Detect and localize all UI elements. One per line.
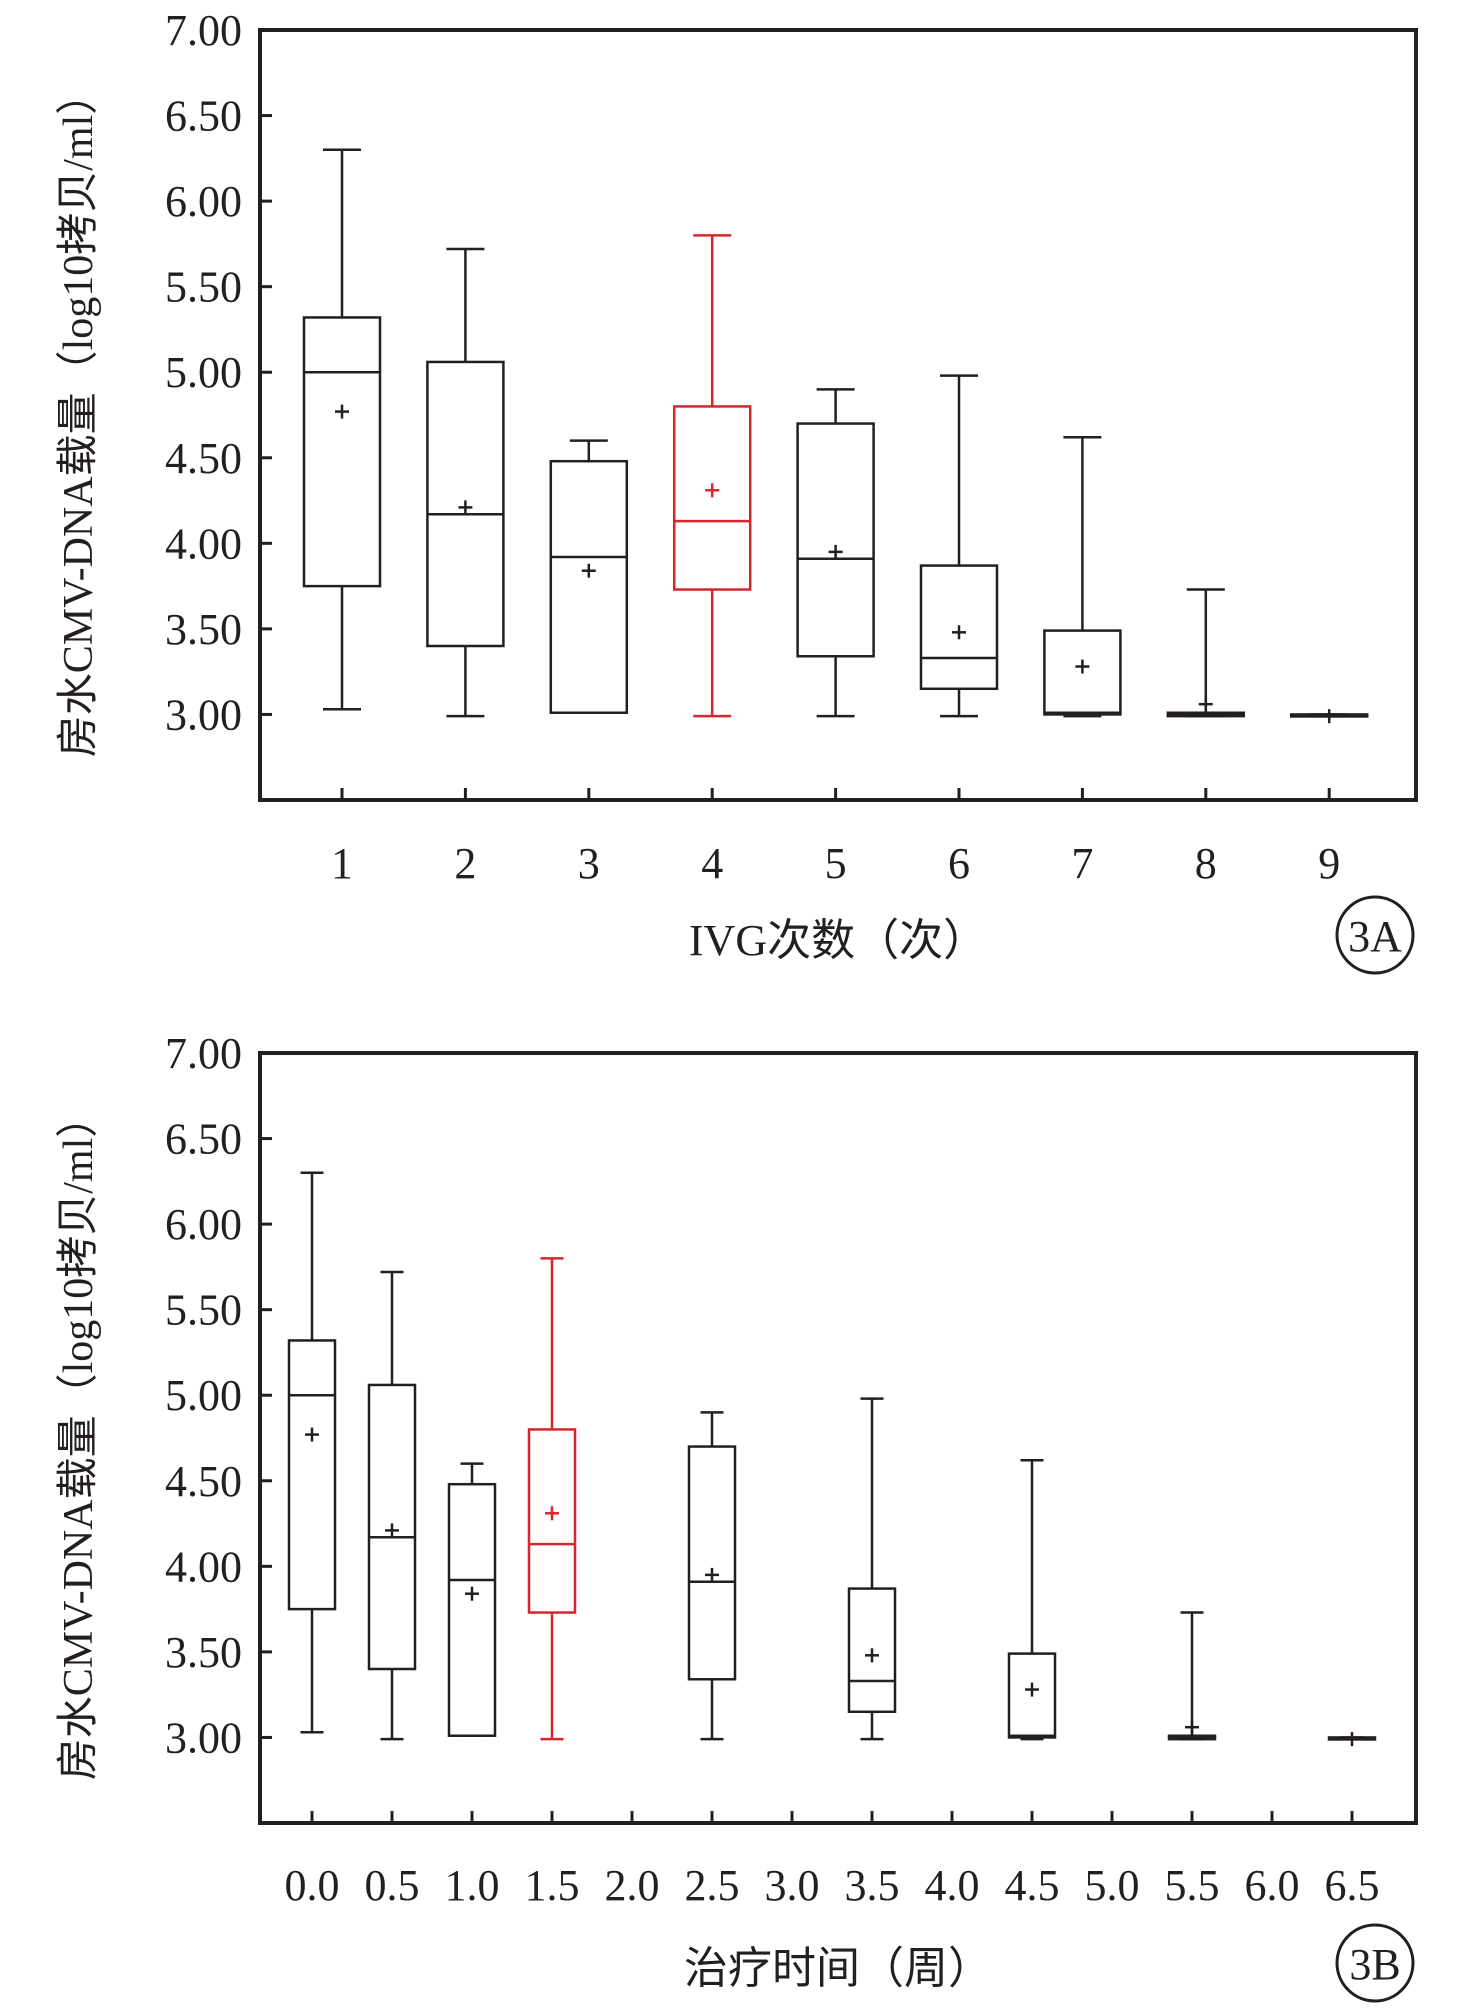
box-5 [796, 388, 875, 718]
y-tick-label: 4.50 [165, 1457, 242, 1506]
x-tick-label: 3.5 [845, 1861, 900, 1910]
box-0 [287, 1171, 337, 1734]
x-tick-label: 1 [331, 839, 353, 888]
box-8 [1166, 588, 1246, 718]
y-tick-label: 3.50 [165, 605, 242, 654]
box-3-5 [847, 1397, 897, 1741]
x-tick-label: 2.0 [605, 1861, 660, 1910]
y-tick-label: 6.00 [165, 1200, 242, 1249]
box-1-5 [527, 1257, 577, 1741]
box-0-5 [367, 1270, 417, 1741]
box-6 [919, 374, 999, 718]
box-body [287, 1339, 337, 1611]
x-tick-label: 4.0 [925, 1861, 980, 1910]
x-tick-label: 2 [454, 839, 476, 888]
y-tick-label: 5.50 [165, 263, 242, 312]
x-tick-label: 9 [1318, 839, 1340, 888]
x-tick-label: 5 [825, 839, 847, 888]
box-body [919, 564, 999, 691]
x-axis-title: 治疗时间（周） [684, 1944, 992, 1993]
box-1 [302, 148, 382, 711]
y-tick-label: 6.00 [165, 177, 242, 226]
y-axis-title: 房水CMV-DNA载量（log10拷贝/ml） [56, 73, 102, 758]
box-4 [672, 234, 752, 718]
box-9 [1289, 709, 1369, 724]
x-tick-label: 4.5 [1005, 1861, 1060, 1910]
box-body [367, 1383, 417, 1671]
box-2 [426, 247, 505, 718]
panel-badge-circle [1335, 1923, 1415, 2003]
x-axis-title: IVG次数（次） [689, 916, 987, 965]
y-axis-title: 房水CMV-DNA载量（log10拷贝/ml） [56, 1096, 102, 1781]
y-tick-label: 5.00 [165, 348, 242, 397]
box-5-5 [1167, 1611, 1217, 1741]
box-4-5 [1007, 1458, 1057, 1741]
box-body [549, 459, 629, 714]
x-tick-label: 6.0 [1245, 1861, 1300, 1910]
y-tick-label: 6.50 [165, 1115, 242, 1164]
x-tick-label: 1.0 [445, 1861, 500, 1910]
x-tick-label: 7 [1071, 839, 1093, 888]
panel-label: 3A [1348, 912, 1402, 961]
x-tick-label: 0.0 [285, 1861, 340, 1910]
x-tick-label: 3.0 [765, 1861, 820, 1910]
y-tick-label: 4.00 [165, 1542, 242, 1591]
x-tick-label: 6.5 [1325, 1861, 1380, 1910]
box-body [426, 360, 505, 648]
box-6-5 [1327, 1732, 1377, 1747]
x-tick-label: 0.5 [365, 1861, 420, 1910]
x-tick-label: 1.5 [525, 1861, 580, 1910]
x-tick-label: 4 [701, 839, 723, 888]
y-tick-label: 6.50 [165, 92, 242, 141]
box-body [687, 1445, 737, 1681]
box-body [796, 422, 875, 658]
box-body [527, 1428, 577, 1614]
plot-frame [258, 28, 1418, 802]
box-3 [549, 439, 629, 714]
y-tick-label: 3.00 [165, 690, 242, 739]
x-tick-label: 6 [948, 839, 970, 888]
box-body [302, 316, 382, 588]
y-tick-label: 3.00 [165, 1713, 242, 1762]
box-body [847, 1587, 897, 1714]
plot-frame [258, 1051, 1418, 1825]
box-body [672, 405, 752, 591]
box-1 [447, 1462, 497, 1737]
chart-panel-3b: 7.00 6.50 6.00 5.50 5.00 4.50 4.00 3.50 3.00 0.0 0… [56, 1029, 1418, 2003]
box-body [1007, 1652, 1057, 1739]
x-tick-label: 8 [1195, 839, 1217, 888]
x-tick-label: 5.0 [1085, 1861, 1140, 1910]
x-tick-label: 5.5 [1165, 1861, 1220, 1910]
y-tick-label: 3.50 [165, 1628, 242, 1677]
box-body [447, 1482, 497, 1737]
chart-panel-3a: 7.00 6.50 6.00 5.50 5.00 4.50 4.00 3.50 3.00 1 2 3 4… [56, 6, 1418, 975]
y-tick-label: 4.00 [165, 519, 242, 568]
panel-badge-circle [1335, 895, 1415, 975]
y-tick-label: 7.00 [165, 1029, 242, 1078]
y-tick-label: 4.50 [165, 434, 242, 483]
y-tick-label: 5.50 [165, 1286, 242, 1335]
box-2-5 [687, 1411, 737, 1741]
y-tick-label: 7.00 [165, 6, 242, 55]
x-tick-label: 2.5 [685, 1861, 740, 1910]
x-tick-label: 3 [578, 839, 600, 888]
panel-label: 3B [1349, 1940, 1400, 1989]
y-tick-label: 5.00 [165, 1371, 242, 1420]
box-body [1043, 629, 1122, 716]
box-7 [1043, 435, 1122, 718]
